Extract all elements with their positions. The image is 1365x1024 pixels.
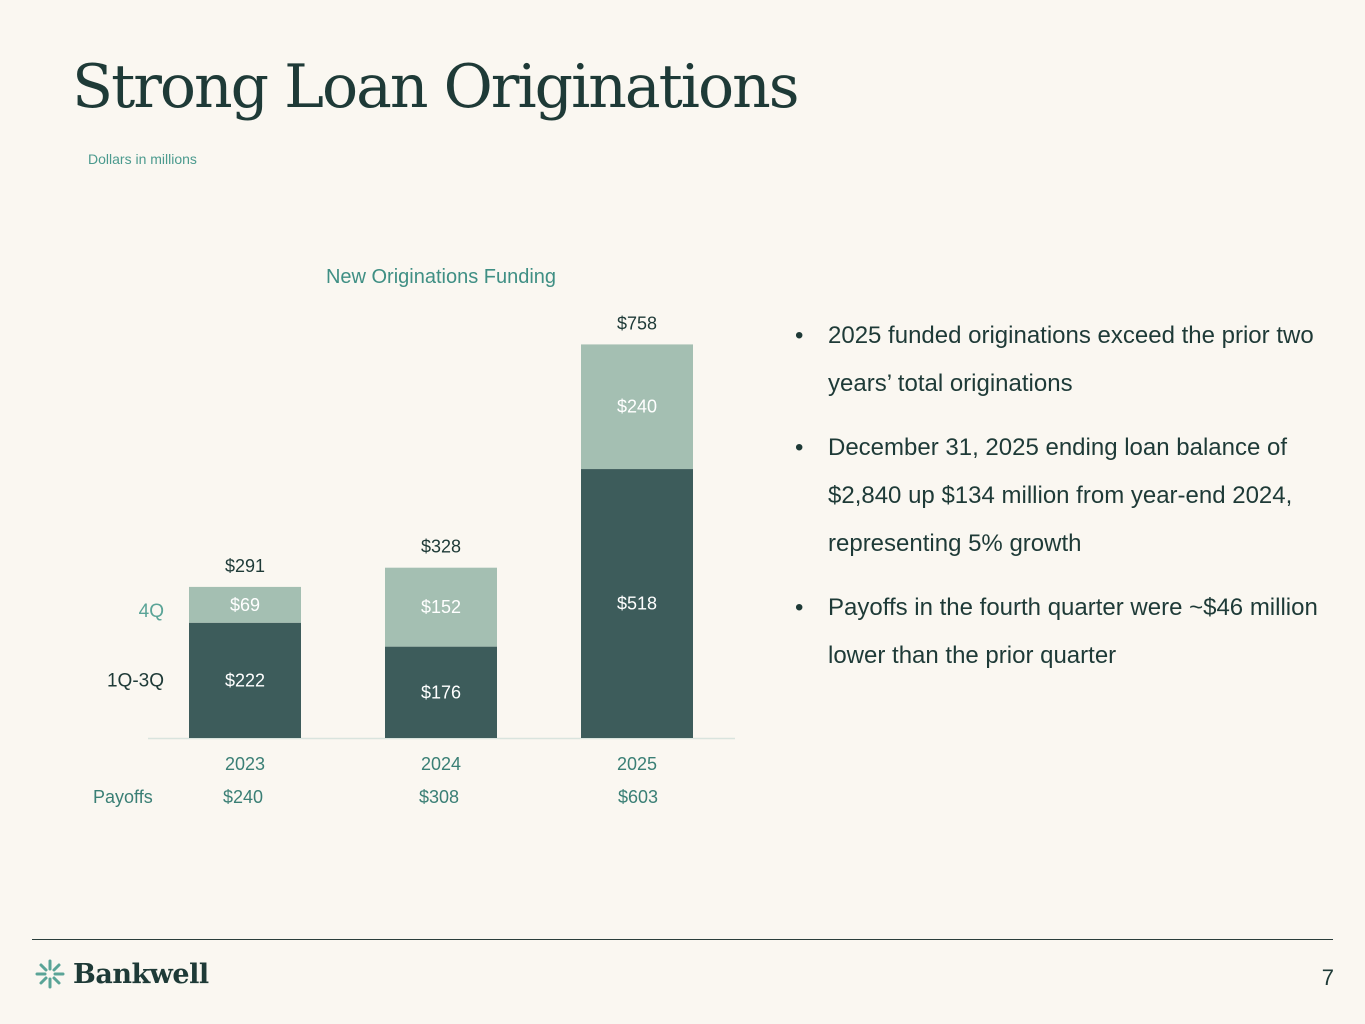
payoffs-row-label: Payoffs bbox=[93, 787, 153, 807]
page-number: 7 bbox=[1321, 965, 1334, 990]
bar-segment-q1-q3 bbox=[581, 469, 693, 738]
bar-segment-q1-q3 bbox=[385, 646, 497, 738]
bar-value-label: $176 bbox=[421, 682, 461, 702]
bar-value-label: $240 bbox=[617, 397, 657, 417]
bar-segment-q4 bbox=[581, 344, 693, 470]
chart-title: New Originations Funding bbox=[325, 266, 557, 288]
x-tick-label: 2023 bbox=[225, 754, 265, 774]
bullet-item: • December 31, 2025 ending loan balance o… bbox=[795, 424, 1335, 568]
bar-value-label: $518 bbox=[617, 594, 657, 614]
bar-segment-q4 bbox=[189, 586, 301, 623]
bullet-marker: • bbox=[795, 594, 804, 621]
bar-value-label: $152 bbox=[421, 597, 461, 617]
bullet-marker: • bbox=[795, 434, 804, 461]
payoff-value: $240 bbox=[223, 787, 263, 807]
bullet-marker: • bbox=[795, 322, 804, 349]
x-tick-label: 2024 bbox=[421, 754, 461, 774]
key-points: • 2025 funded originations exceed the pri… bbox=[795, 312, 1335, 696]
bar-segment-q4 bbox=[385, 567, 497, 647]
bar-total-label: $758 bbox=[617, 313, 657, 333]
bullet-item: • Payoffs in the fourth quarter were ~$46… bbox=[795, 584, 1335, 680]
bar-value-label: $222 bbox=[225, 670, 265, 690]
bar-segment-q1-q3 bbox=[189, 622, 301, 738]
units-note: Dollars in millions bbox=[88, 151, 197, 167]
series-label-q1-q3: 1Q-3Q bbox=[107, 670, 164, 691]
bar-total-label: $328 bbox=[421, 537, 461, 557]
originations-chart: $222 $69 $291 2023 $240 $176 $152 $328 2024 $308 $… bbox=[93, 313, 735, 807]
x-tick-label: 2025 bbox=[617, 754, 657, 774]
bullet-item: • 2025 funded originations exceed the pri… bbox=[795, 312, 1335, 408]
company-logo: Bankwell bbox=[34, 955, 209, 993]
series-label-q4: 4Q bbox=[139, 601, 164, 622]
logo-wordmark: Bankwell bbox=[73, 958, 209, 990]
bar-value-label: $69 bbox=[230, 595, 260, 615]
bar-total-label: $291 bbox=[225, 556, 265, 576]
payoff-value: $603 bbox=[618, 787, 658, 807]
page-title: Strong Loan Originations bbox=[72, 52, 800, 122]
bankwell-mark-icon bbox=[35, 959, 65, 989]
payoff-value: $308 bbox=[419, 787, 459, 807]
footer-divider bbox=[32, 939, 1333, 940]
